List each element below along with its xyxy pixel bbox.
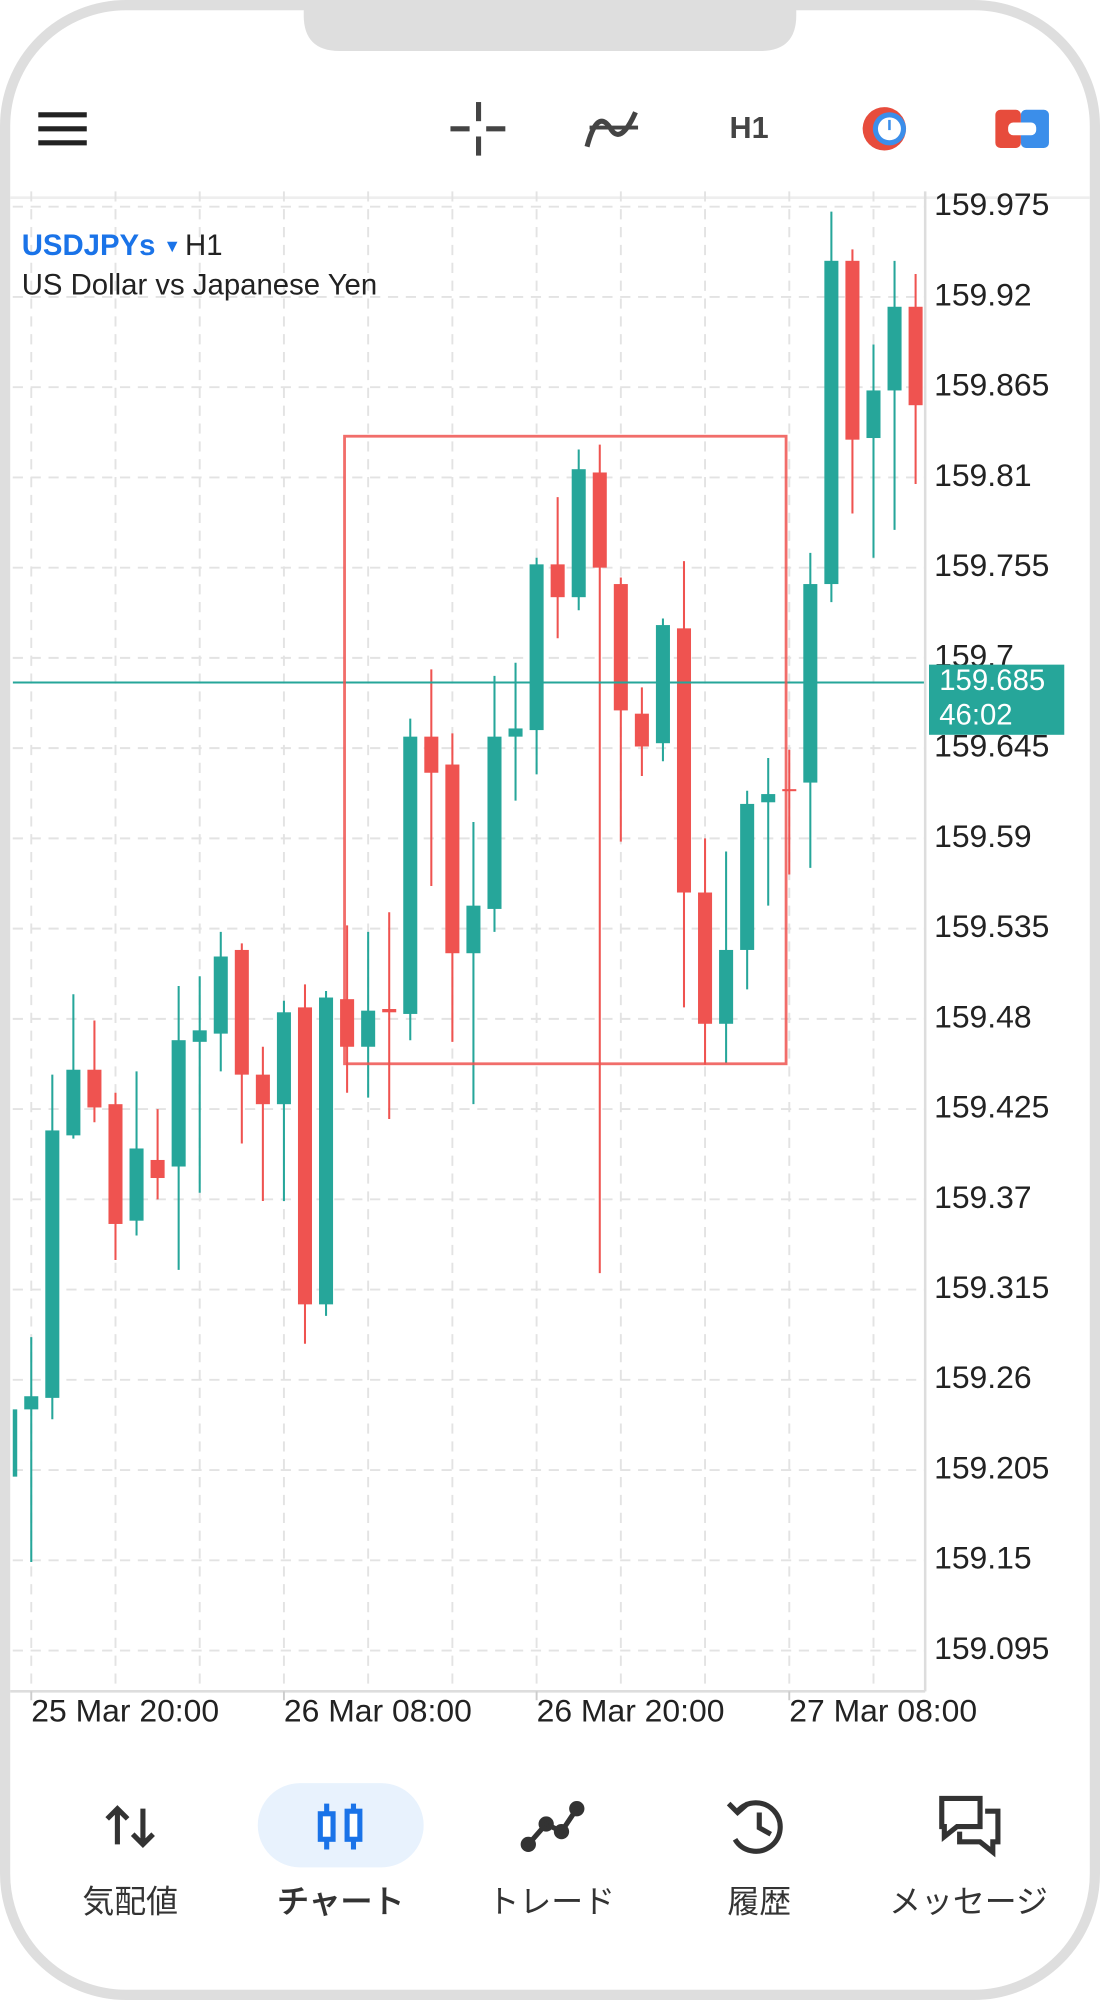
candle-body: [592, 472, 607, 568]
nav-tab-label[interactable]: チャート: [277, 1884, 404, 1920]
notch: [303, 0, 797, 52]
trade-button[interactable]: [995, 109, 1049, 148]
crosshair-button[interactable]: [450, 102, 506, 156]
candle-body: [782, 789, 797, 792]
candle-body: [719, 949, 734, 1024]
menu-button[interactable]: [38, 112, 87, 146]
candle-body: [403, 736, 418, 1014]
y-tick-label: 159.48: [934, 998, 1032, 1034]
quotes-icon: [105, 1805, 155, 1848]
candle-body: [866, 390, 881, 439]
candle-body: [550, 564, 565, 598]
candle-body: [845, 260, 860, 440]
candle-body: [255, 1074, 270, 1105]
candle-body: [361, 1010, 376, 1047]
candle-body: [613, 584, 628, 711]
axis-labels: 159.095 159.15 159.205 159.26 159.315 159.37 1…: [30, 186, 1065, 1728]
candle-body: [571, 469, 586, 598]
y-tick-label: 159.81: [934, 457, 1032, 493]
candle-body: [108, 1104, 123, 1224]
x-tick-label: 25 Mar 20:00: [31, 1692, 219, 1728]
messages-icon: [939, 1795, 1001, 1858]
candle-body: [487, 736, 502, 909]
y-tick-label: 159.095: [934, 1630, 1049, 1666]
candle-body: [676, 628, 692, 893]
active-tab-highlight: [257, 1783, 424, 1868]
candle-body: [908, 306, 923, 406]
candle-body: [66, 1069, 81, 1136]
y-tick-label: 159.26: [934, 1359, 1032, 1395]
candle-body: [698, 892, 713, 1024]
candle-body: [276, 1012, 291, 1105]
y-tick-label: 159.535: [934, 908, 1049, 944]
trade-icon: [520, 1801, 585, 1853]
candle-body: [382, 1009, 397, 1013]
y-tick-label: 159.975: [934, 186, 1049, 222]
candle-body: [87, 1069, 102, 1108]
y-tick-label: 159.15: [934, 1540, 1032, 1576]
candle-body: [508, 728, 523, 737]
timeframe-button[interactable]: H1: [729, 111, 768, 145]
candle-body: [424, 736, 439, 773]
candle-body: [887, 306, 902, 391]
drawn-rectangle[interactable]: [343, 434, 788, 1066]
candle-body: [761, 794, 776, 803]
y-tick-label: 159.315: [934, 1269, 1049, 1305]
nav-tab-label[interactable]: 気配値: [82, 1884, 178, 1920]
nav-tab-label[interactable]: 履歴: [727, 1884, 791, 1920]
candles: [12, 211, 926, 1562]
candle-body: [634, 713, 649, 747]
x-tick-label: 26 Mar 20:00: [537, 1692, 725, 1728]
history-icon: [726, 1800, 783, 1854]
x-tick-label: 26 Mar 08:00: [284, 1692, 472, 1728]
symbol-dropdown-arrow[interactable]: ▼: [163, 236, 181, 256]
candle-body: [150, 1159, 165, 1179]
symbol[interactable]: USDJPYs: [22, 229, 156, 262]
candle-body: [192, 1030, 207, 1042]
candle-body: [340, 999, 355, 1047]
candle-body: [319, 997, 334, 1305]
chart: 159.095 159.15 159.205 159.26 159.315 159.37 1…: [10, 186, 1065, 1728]
current-price-label: 159.685: [939, 664, 1045, 697]
current-price-tag: [929, 664, 1065, 735]
y-tick-label: 159.59: [934, 818, 1032, 854]
y-tick-label: 159.37: [934, 1179, 1032, 1215]
chart-icon: [317, 1803, 363, 1850]
candle-body: [171, 1040, 186, 1167]
candle-body: [213, 956, 228, 1034]
candle-body: [445, 764, 460, 954]
candle-body: [24, 1396, 39, 1410]
nav-tab-label[interactable]: メッセージ: [889, 1884, 1048, 1920]
y-tick-label: 159.425: [934, 1089, 1049, 1125]
chart-timeframe: H1: [185, 229, 223, 262]
candle-body: [655, 625, 670, 744]
y-tick-label: 159.92: [934, 276, 1032, 312]
candle-body: [529, 564, 544, 731]
candle-body: [234, 949, 249, 1075]
y-tick-label: 159.755: [934, 547, 1049, 583]
symbol-description: US Dollar vs Japanese Yen: [22, 269, 378, 302]
indicators-button[interactable]: [584, 111, 639, 148]
x-tick-label: 27 Mar 08:00: [789, 1692, 977, 1728]
candle-body: [740, 803, 755, 950]
nav-tab-label[interactable]: トレード: [488, 1884, 616, 1920]
candle-body: [824, 260, 839, 585]
candle-body: [12, 1409, 18, 1477]
y-tick-label: 159.205: [934, 1450, 1049, 1486]
y-tick-label: 159.865: [934, 367, 1049, 403]
bottom-nav: 気配値 チャート トレード 履歴 メッセージ: [82, 1783, 1048, 1920]
candle-body: [45, 1130, 60, 1398]
color-button[interactable]: [862, 107, 907, 151]
candle-body: [466, 905, 481, 954]
candle-body: [297, 1007, 313, 1305]
bar-countdown: 46:02: [939, 699, 1012, 732]
candle-body: [129, 1148, 144, 1221]
